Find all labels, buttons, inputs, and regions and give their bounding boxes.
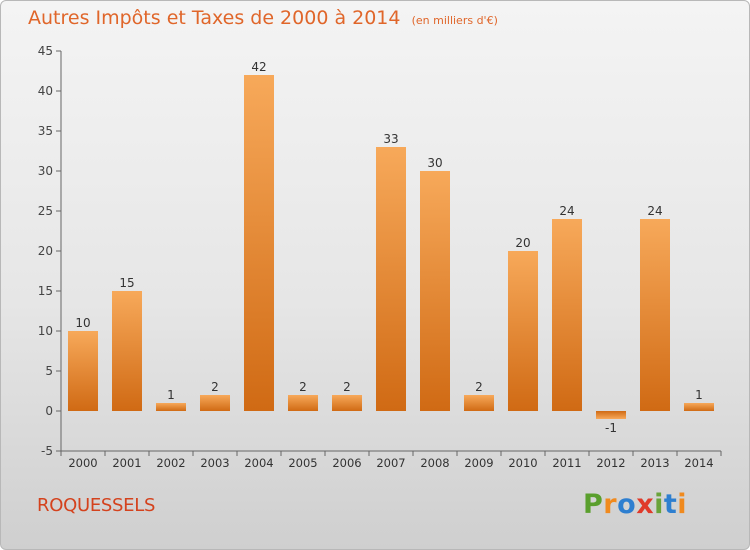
bar bbox=[112, 291, 142, 411]
y-tick-label: 30 bbox=[38, 164, 53, 178]
logo-letter: P bbox=[583, 489, 604, 520]
bar bbox=[376, 147, 406, 411]
x-tick-label: 2003 bbox=[200, 456, 229, 470]
data-label: 2 bbox=[211, 380, 219, 394]
x-tick-label: 2013 bbox=[640, 456, 669, 470]
bar bbox=[464, 395, 494, 411]
x-tick-label: 2004 bbox=[244, 456, 273, 470]
x-tick-label: 2001 bbox=[112, 456, 141, 470]
data-label: 15 bbox=[119, 276, 134, 290]
x-tick-label: 2002 bbox=[156, 456, 185, 470]
logo-letter: r bbox=[603, 489, 618, 520]
x-tick-label: 2012 bbox=[596, 456, 625, 470]
y-tick-label: -5 bbox=[41, 444, 53, 458]
x-tick-label: 2007 bbox=[376, 456, 405, 470]
data-label: 24 bbox=[647, 204, 662, 218]
chart-subtitle: (en milliers d'€) bbox=[411, 14, 498, 27]
data-label: 1 bbox=[167, 388, 175, 402]
bar bbox=[508, 251, 538, 411]
y-tick-label: 10 bbox=[38, 324, 53, 338]
y-tick-label: 25 bbox=[38, 204, 53, 218]
title-row: Autres Impôts et Taxes de 2000 à 2014 (e… bbox=[28, 7, 498, 29]
x-tick-label: 2006 bbox=[332, 456, 361, 470]
data-label: 10 bbox=[75, 316, 90, 330]
logo-letter: i bbox=[677, 489, 688, 520]
x-tick-label: 2011 bbox=[552, 456, 581, 470]
bar bbox=[640, 219, 670, 411]
y-tick-label: 0 bbox=[45, 404, 53, 418]
proxiti-logo: Proxiti bbox=[583, 489, 687, 520]
bar bbox=[68, 331, 98, 411]
y-tick-label: 15 bbox=[38, 284, 53, 298]
data-label: 1 bbox=[695, 388, 703, 402]
y-tick-label: 40 bbox=[38, 84, 53, 98]
x-tick-label: 2009 bbox=[464, 456, 493, 470]
data-label: 20 bbox=[515, 236, 530, 250]
logo-letter: x bbox=[636, 489, 655, 520]
y-tick-label: 35 bbox=[38, 124, 53, 138]
y-tick-label: 45 bbox=[38, 44, 53, 58]
logo-letter: i bbox=[654, 489, 664, 520]
bar bbox=[684, 403, 714, 411]
data-label: 24 bbox=[559, 204, 574, 218]
data-label: 30 bbox=[427, 156, 442, 170]
logo-letter: o bbox=[617, 489, 637, 520]
x-tick-label: 2005 bbox=[288, 456, 317, 470]
bar bbox=[552, 219, 582, 411]
bar bbox=[596, 411, 626, 419]
chart-title: Autres Impôts et Taxes de 2000 à 2014 bbox=[28, 7, 401, 29]
logo-letter: t bbox=[663, 489, 678, 520]
data-label: 2 bbox=[299, 380, 307, 394]
x-tick-label: 2008 bbox=[420, 456, 449, 470]
x-tick-label: 2010 bbox=[508, 456, 537, 470]
commune-name: ROQUESSELS bbox=[37, 495, 156, 516]
bar bbox=[200, 395, 230, 411]
data-label: 2 bbox=[343, 380, 351, 394]
bar bbox=[288, 395, 318, 411]
bar bbox=[420, 171, 450, 411]
y-tick-label: 5 bbox=[45, 364, 53, 378]
bar bbox=[156, 403, 186, 411]
data-label: -1 bbox=[605, 421, 617, 435]
x-tick-label: 2000 bbox=[68, 456, 97, 470]
x-tick-label: 2014 bbox=[684, 456, 713, 470]
data-label: 33 bbox=[383, 132, 398, 146]
data-label: 42 bbox=[251, 60, 266, 74]
bar bbox=[332, 395, 362, 411]
bar bbox=[244, 75, 274, 411]
y-tick-label: 20 bbox=[38, 244, 53, 258]
data-label: 2 bbox=[475, 380, 483, 394]
